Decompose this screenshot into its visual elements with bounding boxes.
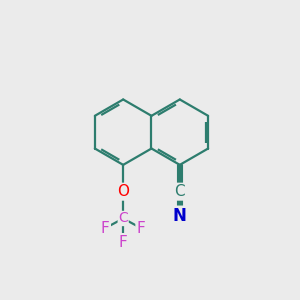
Text: N: N	[173, 207, 187, 225]
Text: F: F	[101, 221, 110, 236]
Text: C: C	[118, 212, 128, 226]
Text: O: O	[117, 184, 129, 199]
Text: F: F	[119, 235, 128, 250]
Text: F: F	[137, 221, 146, 236]
Text: C: C	[175, 184, 185, 199]
